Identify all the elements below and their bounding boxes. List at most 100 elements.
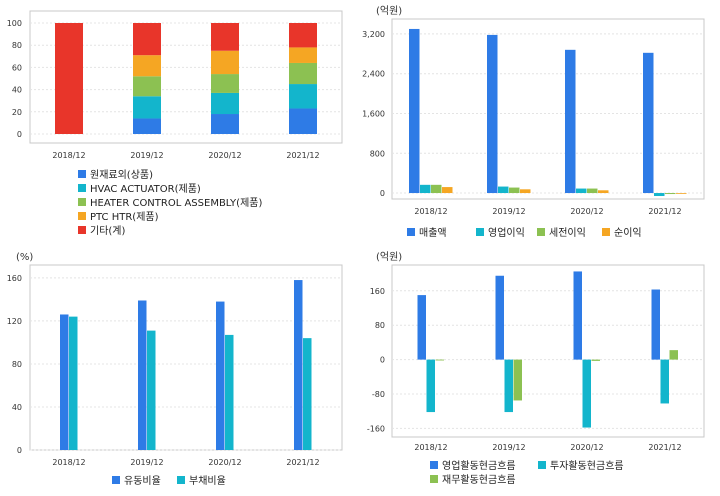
bar-투자활동현금흐름	[504, 359, 513, 413]
bar-유동비율	[138, 300, 147, 450]
y-tick-label: 160	[370, 287, 385, 296]
legend-swatch	[112, 476, 120, 484]
legend-label: 매출액	[419, 227, 447, 239]
bar-유동비율	[216, 301, 225, 450]
legend-swatch	[177, 476, 185, 484]
x-tick-label: 2021/12	[648, 207, 681, 216]
x-tick-label: 2018/12	[414, 443, 447, 452]
bar-세전이익	[431, 184, 442, 194]
y-tick-label: 80	[375, 321, 385, 330]
x-tick-label: 2019/12	[492, 207, 525, 216]
y-tick-label: 20	[12, 108, 22, 117]
legend-swatch	[538, 461, 546, 469]
y-tick-label: 2,400	[362, 70, 385, 79]
bar-HEATER CONTROL ASSEMBLY(제품)	[133, 76, 161, 97]
bar-영업활동현금흐름	[495, 275, 504, 360]
bar-HEATER CONTROL ASSEMBLY(제품)	[211, 74, 239, 93]
bar-원재료외(상품)	[133, 118, 161, 134]
income-unit-label: (억원)	[376, 5, 402, 17]
y-tick-label: 40	[12, 403, 22, 412]
bar-PTC HTR(제품)	[289, 47, 317, 63]
y-tick-label: 0	[380, 356, 385, 365]
bar-순이익	[520, 189, 531, 194]
legend-swatch	[476, 228, 484, 236]
bar-영업활동현금흐름	[651, 289, 660, 360]
legend-swatch	[78, 226, 86, 234]
bar-유동비율	[60, 314, 69, 450]
y-tick-label: 80	[12, 41, 22, 50]
bar-유동비율	[294, 280, 303, 450]
legend-label: 유동비율	[124, 475, 161, 487]
x-tick-label: 2020/12	[208, 151, 241, 160]
y-tick-label: 1,600	[362, 109, 385, 118]
legend-swatch	[602, 228, 610, 236]
bar-재무활동현금흐름	[435, 359, 444, 361]
bar-부채비율	[303, 338, 312, 450]
legend-label: 투자활동현금흐름	[550, 459, 624, 472]
x-tick-label: 2020/12	[570, 443, 603, 452]
legend-swatch	[537, 228, 545, 236]
bar-세전이익	[665, 193, 676, 195]
legend-label: 영업활동현금흐름	[442, 459, 516, 472]
x-tick-label: 2019/12	[130, 458, 163, 467]
bar-HVAC ACTUATOR(제품)	[133, 96, 161, 119]
x-tick-label: 2021/12	[286, 458, 319, 467]
bar-부채비율	[69, 316, 78, 450]
y-tick-label: 100	[7, 19, 22, 28]
bar-HVAC ACTUATOR(제품)	[211, 92, 239, 115]
legend-swatch	[78, 184, 86, 192]
bar-재무활동현금흐름	[513, 359, 522, 401]
bar-재무활동현금흐름	[591, 359, 600, 361]
y-tick-label: -160	[367, 424, 385, 433]
legend-swatch	[78, 170, 86, 178]
income-plot-frame	[391, 18, 705, 200]
x-tick-label: 2018/12	[414, 207, 447, 216]
bar-기타(계)	[133, 23, 161, 56]
y-tick-label: -80	[372, 390, 385, 399]
bar-투자활동현금흐름	[426, 359, 435, 413]
ratio-plot-frame	[29, 264, 343, 451]
legend-label: 기타(계)	[90, 225, 126, 237]
bar-세전이익	[587, 188, 598, 194]
bar-영업활동현금흐름	[417, 295, 426, 360]
x-tick-label: 2020/12	[570, 207, 603, 216]
ratio-chart: (%) 0 40 80 120 160 2018/12 2019/12 2020/12 202…	[7, 252, 343, 487]
bar-부채비율	[147, 330, 156, 450]
legend-swatch	[430, 475, 438, 483]
x-tick-label: 2021/12	[648, 443, 681, 452]
bar-PTC HTR(제품)	[211, 50, 239, 75]
legend-label: PTC HTR(제품)	[90, 211, 159, 223]
bar-투자활동현금흐름	[582, 359, 591, 428]
bar-투자활동현금흐름	[660, 359, 669, 404]
x-tick-label: 2021/12	[286, 151, 319, 160]
bar-영업활동현금흐름	[573, 271, 582, 360]
bar-매출액	[643, 52, 654, 194]
y-tick-label: 0	[17, 446, 22, 455]
x-tick-label: 2020/12	[208, 458, 241, 467]
cashflow-chart: (억원) -160 -80 0 80 160 2018/12 2019/12 2020/12…	[367, 251, 705, 486]
x-tick-label: 2019/12	[130, 151, 163, 160]
y-tick-label: 160	[7, 274, 22, 283]
bar-영업이익	[576, 188, 587, 194]
bar-원재료외(상품)	[211, 114, 239, 134]
composition-chart: 0 20 40 60 80 100 2018/12 2019/12 2020/12 2021/1…	[7, 10, 343, 237]
legend-label: HVAC ACTUATOR(제품)	[90, 183, 201, 195]
bar-순이익	[598, 190, 609, 194]
y-tick-label: 120	[7, 317, 22, 326]
legend-label: 영업이익	[488, 226, 525, 239]
bar-매출액	[409, 28, 420, 194]
y-tick-label: 40	[12, 86, 22, 95]
bar-부채비율	[225, 334, 234, 450]
y-tick-label: 60	[12, 63, 22, 72]
x-tick-label: 2019/12	[492, 443, 525, 452]
bar-기타(계)	[211, 23, 239, 51]
bar-세전이익	[509, 187, 520, 194]
bar-영업이익	[654, 193, 665, 197]
y-tick-label: 3,200	[362, 30, 385, 39]
legend-label: 원재료외(상품)	[90, 169, 153, 181]
legend-label: 순이익	[614, 227, 642, 239]
cashflow-unit-label: (억원)	[376, 251, 402, 263]
bar-영업이익	[420, 184, 431, 194]
bar-매출액	[487, 34, 498, 194]
